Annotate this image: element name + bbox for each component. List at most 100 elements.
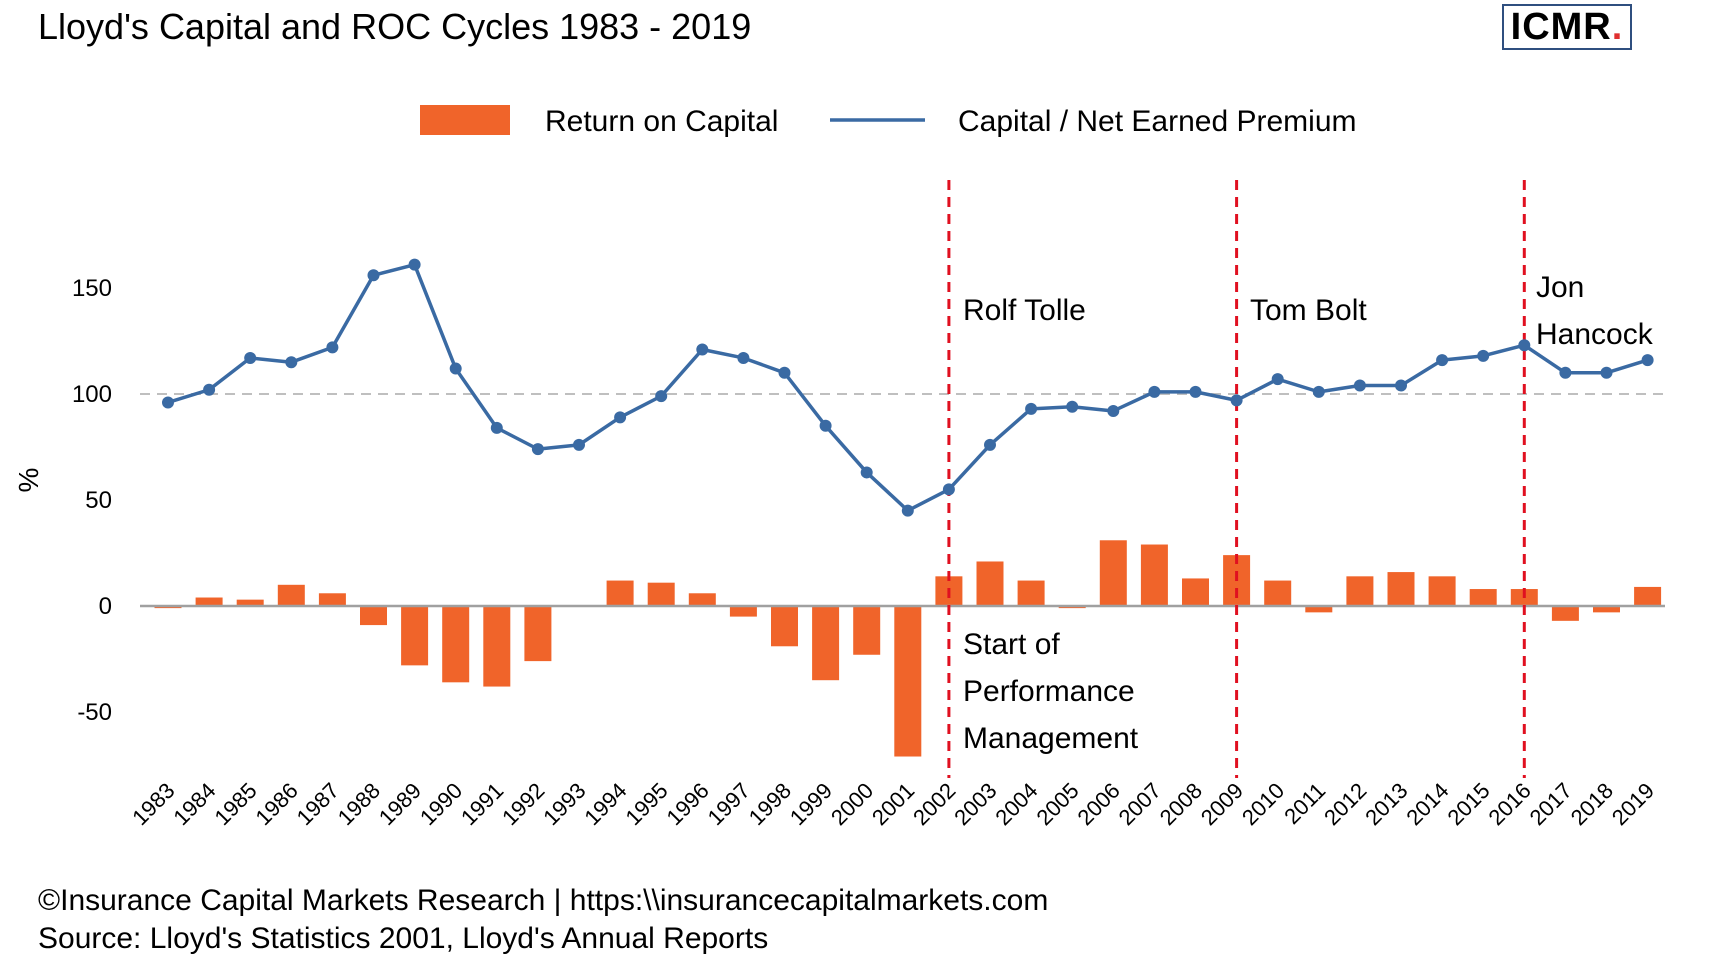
x-tick-label-1985: 1985: [209, 778, 261, 830]
x-tick-label-2008: 2008: [1155, 778, 1207, 830]
bar-return-on-capital-2001: [894, 606, 922, 757]
x-tick-label-2019: 2019: [1607, 778, 1659, 830]
legend-bar-swatch: [420, 105, 510, 135]
x-tick-label-2014: 2014: [1401, 778, 1453, 830]
x-tick-label-1983: 1983: [127, 778, 179, 830]
x-tick-label-2007: 2007: [1114, 778, 1166, 830]
x-tick-label-2013: 2013: [1360, 778, 1412, 830]
bar-return-on-capital-1998: [771, 606, 798, 647]
bar-return-on-capital-1989: [401, 606, 429, 666]
y-tick-label: 100: [72, 381, 112, 408]
point-capital-premium-1992: [531, 443, 544, 456]
x-tick-label-1986: 1986: [251, 778, 303, 830]
point-capital-premium-1987: [326, 341, 339, 354]
x-tick-label-2009: 2009: [1196, 778, 1248, 830]
point-capital-premium-1984: [203, 383, 216, 396]
point-capital-premium-2017: [1559, 366, 1572, 379]
bar-return-on-capital-2004: [1017, 580, 1045, 606]
logo-text: ICMR: [1510, 5, 1612, 48]
point-capital-premium-2001: [901, 504, 914, 517]
legend-label-return-on-capital: Return on Capital: [545, 105, 778, 138]
x-tick-label-1994: 1994: [579, 778, 631, 830]
legend-label-capital-premium: Capital / Net Earned Premium: [958, 105, 1357, 138]
bar-return-on-capital-1990: [442, 606, 470, 683]
point-capital-premium-2002: [942, 483, 955, 496]
point-capital-premium-2019: [1641, 354, 1654, 367]
roc-capital-chart: -50 0 50 100 150% Rolf Tolle Tom Bolt Jon Hancoc…: [13, 105, 1665, 830]
bar-return-on-capital-2010: [1264, 580, 1292, 606]
bar-return-on-capital-1988: [360, 606, 387, 626]
x-tick-label-1984: 1984: [168, 778, 220, 830]
x-tick-label-2005: 2005: [1031, 778, 1083, 830]
bar-return-on-capital-2014: [1428, 576, 1456, 606]
point-capital-premium-2000: [860, 466, 873, 479]
annotation-text: Rolf Tolle: [963, 294, 1086, 327]
bar-return-on-capital-2017: [1551, 606, 1579, 621]
point-capital-premium-1998: [778, 366, 791, 379]
y-tick-label: 50: [85, 487, 112, 514]
bar-return-on-capital-1992: [524, 606, 552, 662]
bar-return-on-capital-1997: [729, 606, 757, 617]
bar-return-on-capital-2019: [1634, 586, 1662, 606]
point-capital-premium-1993: [573, 438, 585, 451]
x-tick-label-2018: 2018: [1566, 778, 1618, 830]
x-tick-label-2010: 2010: [1237, 778, 1289, 830]
point-capital-premium-1990: [449, 362, 462, 375]
x-tick-label-1987: 1987: [292, 778, 344, 830]
capital-premium-line: [167, 262, 1649, 513]
x-tick-label-1993: 1993: [538, 778, 590, 830]
x-tick-label-2004: 2004: [990, 778, 1042, 830]
bar-return-on-capital-2008: [1182, 578, 1209, 606]
x-tick-label-2000: 2000: [826, 778, 878, 830]
point-capital-premium-2013: [1395, 379, 1407, 392]
point-capital-premium-1988: [367, 269, 380, 282]
point-capital-premium-1985: [244, 351, 257, 364]
bar-return-on-capital-1984: [195, 597, 223, 606]
x-tick-label-2017: 2017: [1525, 778, 1577, 830]
x-tick-label-2002: 2002: [908, 778, 960, 830]
bar-return-on-capital-1986: [277, 584, 305, 606]
point-capital-premium-1995: [655, 390, 668, 403]
x-tick-label-2012: 2012: [1319, 778, 1371, 830]
point-capital-premium-1999: [819, 419, 832, 432]
point-capital-premium-2009: [1230, 394, 1243, 407]
bar-return-on-capital-2000: [853, 606, 881, 655]
x-tick-label-1996: 1996: [662, 778, 714, 830]
bar-return-on-capital-1991: [483, 606, 511, 687]
point-capital-premium-1996: [696, 343, 709, 356]
point-capital-premium-1991: [490, 421, 503, 434]
point-capital-premium-2015: [1477, 349, 1490, 362]
x-tick-label-1989: 1989: [374, 778, 426, 830]
point-capital-premium-2004: [1025, 402, 1038, 415]
point-capital-premium-1997: [737, 351, 750, 364]
y-tick-label: -50: [77, 699, 112, 726]
annotation-text: Jon Hancock: [1536, 271, 1654, 351]
x-tick-label-2016: 2016: [1484, 778, 1536, 830]
point-capital-premium-2016: [1518, 339, 1531, 352]
chart-title: Lloyd's Capital and ROC Cycles 1983 - 20…: [38, 6, 752, 47]
bar-return-on-capital-2006: [1099, 540, 1127, 606]
x-tick-label-1999: 1999: [785, 778, 837, 830]
bar-return-on-capital-1987: [318, 593, 346, 606]
point-capital-premium-2018: [1600, 366, 1613, 379]
x-tick-label-1991: 1991: [456, 778, 508, 830]
footer-source: Source: Lloyd's Statistics 2001, Lloyd's…: [38, 922, 769, 955]
y-axis-label: %: [13, 468, 44, 493]
x-tick-label-1995: 1995: [620, 778, 672, 830]
footer-copyright: ©Insurance Capital Markets Research | ht…: [38, 884, 1049, 917]
bar-return-on-capital-1996: [688, 593, 716, 606]
point-capital-premium-1994: [614, 411, 627, 424]
x-tick-label-2001: 2001: [867, 778, 919, 830]
bar-return-on-capital-2012: [1346, 576, 1374, 606]
point-capital-premium-2003: [984, 438, 996, 451]
bar-return-on-capital-1995: [647, 582, 675, 606]
bar-return-on-capital-2015: [1469, 589, 1497, 606]
bar-return-on-capital-2013: [1387, 572, 1415, 606]
x-tick-label-2011: 2011: [1279, 778, 1330, 829]
point-capital-premium-2010: [1271, 373, 1284, 386]
point-capital-premium-2012: [1353, 379, 1366, 392]
x-tick-label-1997: 1997: [703, 778, 755, 830]
bar-return-on-capital-1994: [606, 580, 634, 606]
point-capital-premium-2014: [1436, 354, 1449, 367]
x-tick-label-1988: 1988: [333, 778, 385, 830]
